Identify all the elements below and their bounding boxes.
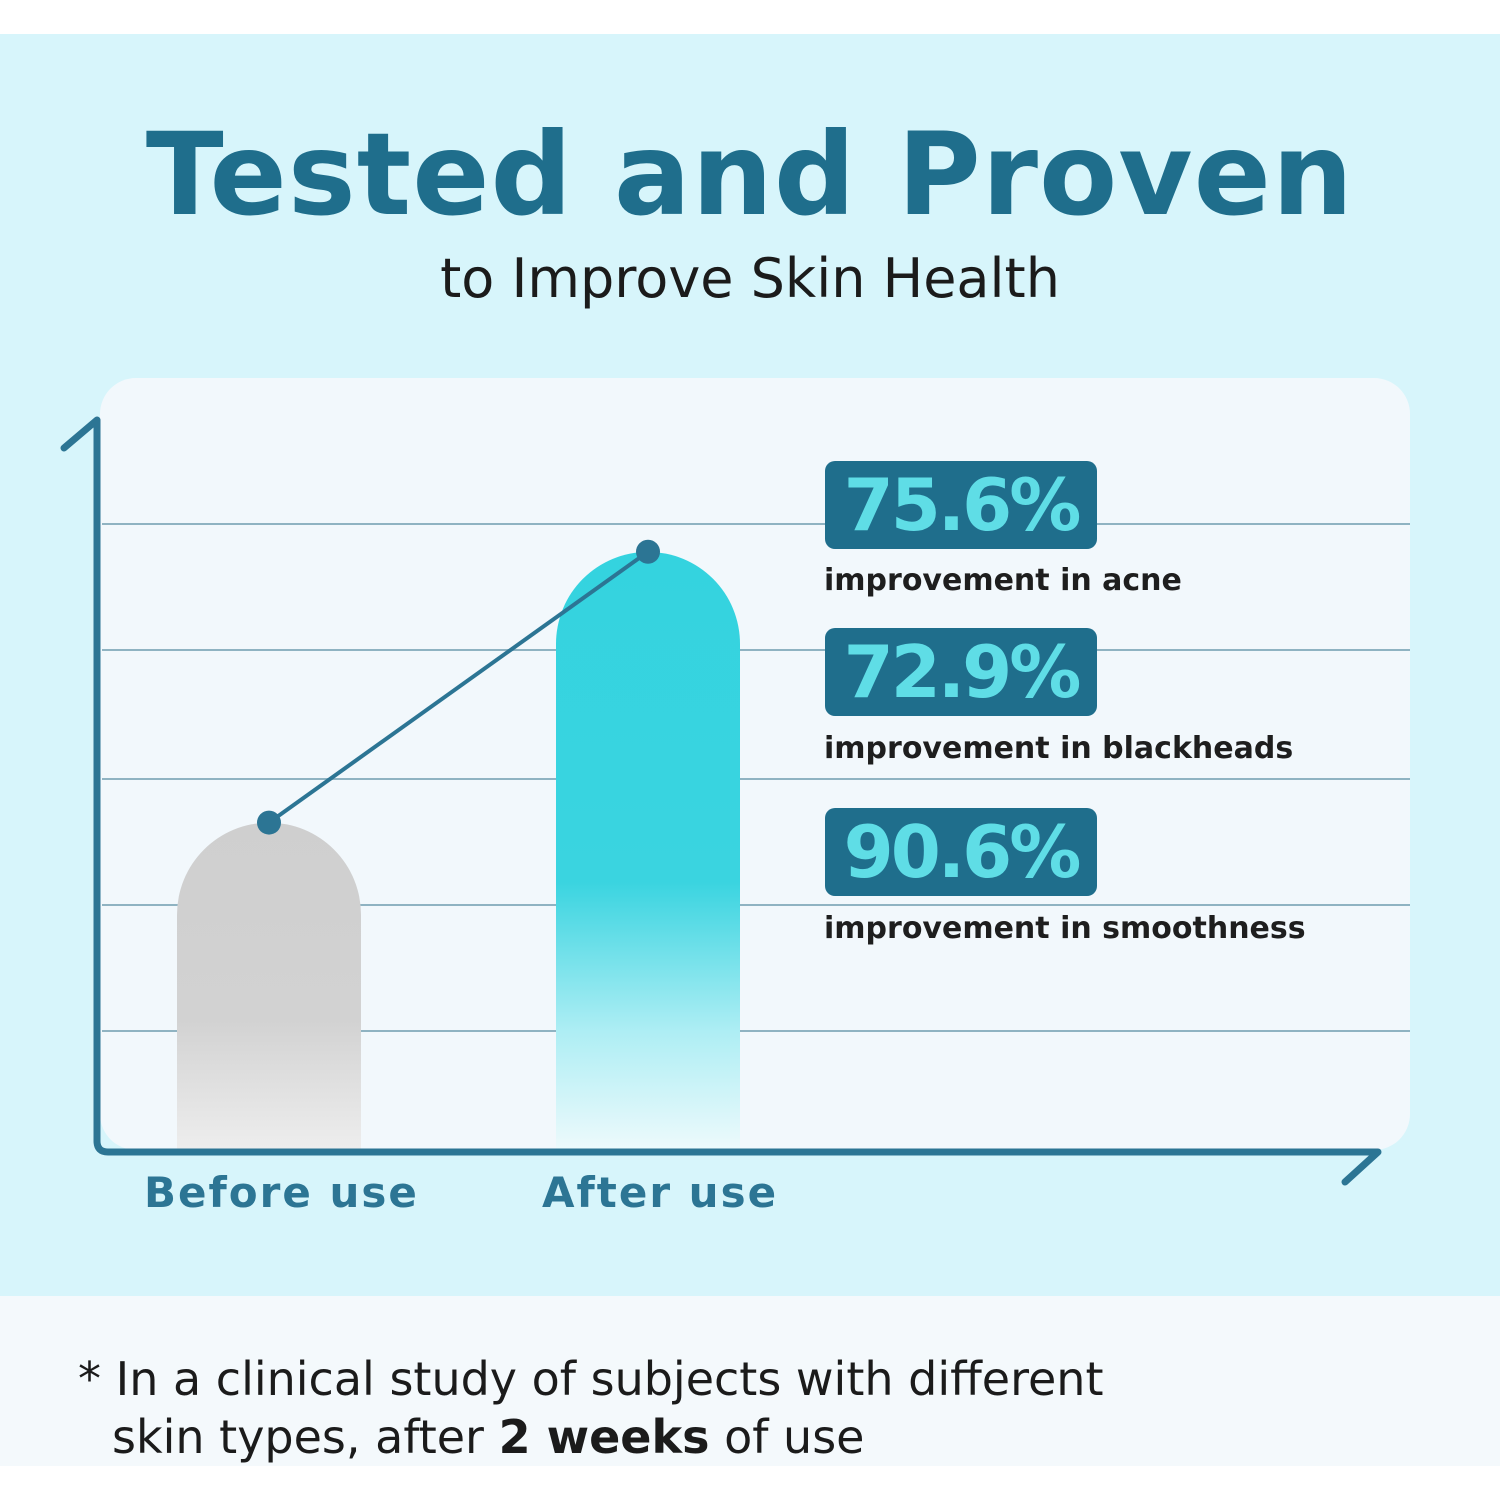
- stat-value-acne: 75.6%: [825, 461, 1097, 549]
- page-subtitle: to Improve Skin Health: [440, 247, 1060, 310]
- category-label-before: Before use: [144, 1168, 419, 1217]
- footnote-line1: * In a clinical study of subjects with d…: [78, 1352, 1104, 1406]
- footnote-line2: skin types, after 2 weeks of use: [78, 1408, 1178, 1466]
- bar-after-use: [556, 551, 740, 1152]
- category-label-after: After use: [542, 1168, 779, 1217]
- chart-panel: [100, 378, 1410, 1150]
- stat-label-smoothness: improvement in smoothness: [824, 911, 1306, 946]
- stat-label-acne: improvement in acne: [824, 563, 1182, 598]
- page-title: Tested and Proven: [145, 108, 1355, 241]
- bar-before-use: [177, 822, 361, 1152]
- footnote-line2-end: of use: [709, 1410, 865, 1464]
- trend-point-before-use: [257, 810, 281, 835]
- stat-label-blackheads: improvement in blackheads: [824, 731, 1294, 766]
- stat-value-blackheads: 72.9%: [825, 628, 1097, 716]
- footnote: * In a clinical study of subjects with d…: [78, 1350, 1178, 1466]
- axis-arrows: [60, 416, 1382, 1186]
- footnote-line2-start: skin types, after: [112, 1410, 499, 1464]
- trend-point-after-use: [636, 539, 660, 564]
- footer-band: [0, 1296, 1500, 1466]
- trend-line: [267, 550, 650, 825]
- stat-value-smoothness: 90.6%: [825, 808, 1097, 896]
- chart: [60, 378, 1410, 1186]
- footnote-bold: 2 weeks: [498, 1410, 710, 1464]
